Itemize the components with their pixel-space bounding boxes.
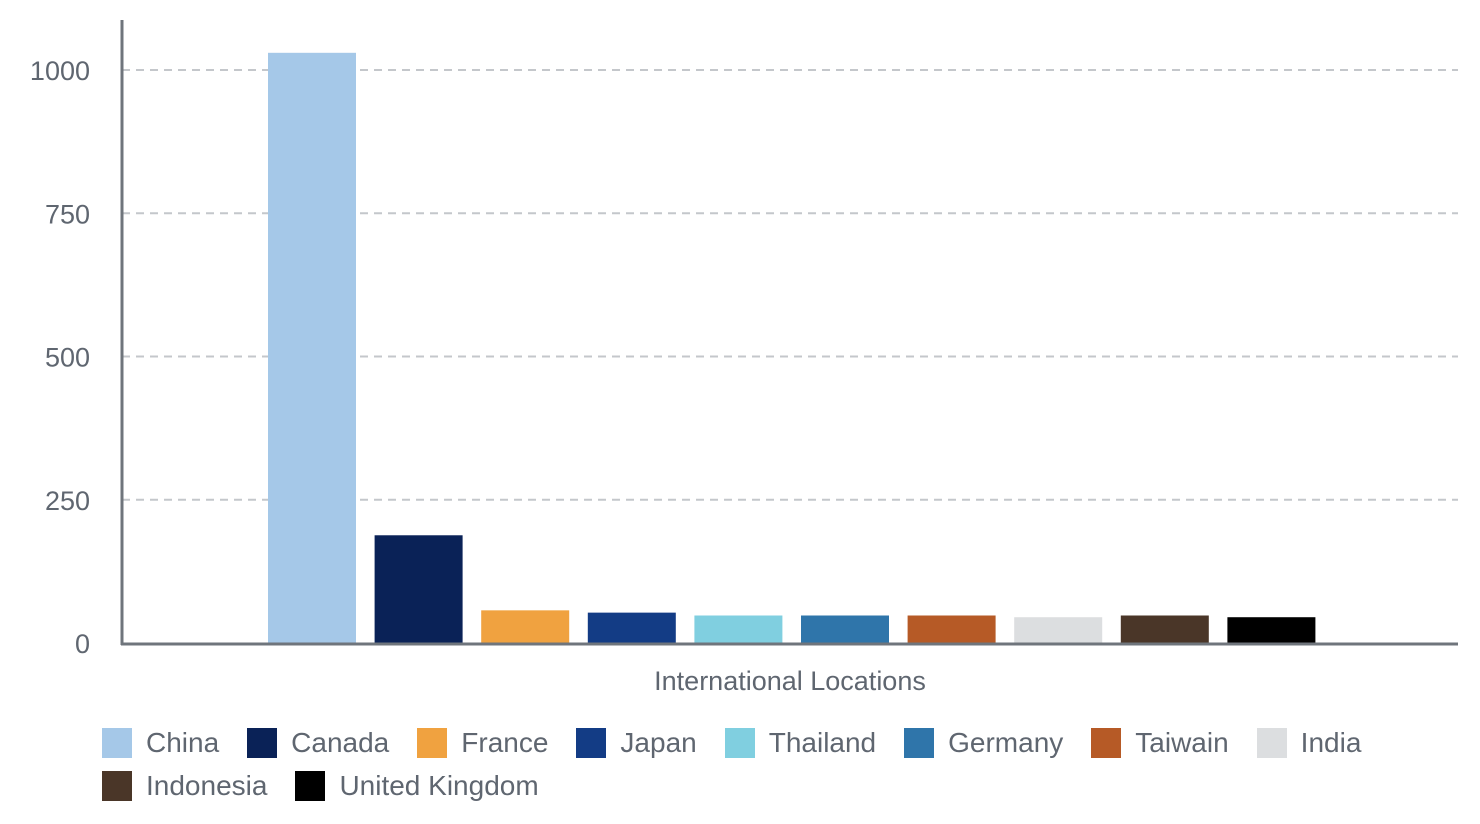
y-tick-label: 1000 <box>30 56 90 86</box>
legend-label: China <box>146 727 220 758</box>
legend: China Canada France Japan Thailand Germany Tai… <box>102 727 1442 801</box>
legend-swatch <box>576 728 607 758</box>
legend-swatch <box>417 728 448 758</box>
legend-label: France <box>461 727 549 758</box>
y-axis-tick-labels: 0 250 500 750 1000 <box>30 56 90 659</box>
legend-swatch <box>247 728 278 758</box>
y-tick-label: 750 <box>45 199 90 229</box>
legend-label: Canada <box>291 727 390 758</box>
x-axis-title: International Locations <box>654 666 926 696</box>
bar-canada <box>374 535 463 643</box>
bar-indonesia <box>1120 615 1209 643</box>
bars <box>268 52 1316 644</box>
legend-label: Taiwain <box>1135 727 1229 758</box>
legend-swatch <box>295 771 326 801</box>
bar-china <box>268 52 356 644</box>
legend-item-indonesia: Indonesia <box>102 770 268 801</box>
legend-item-germany: Germany <box>904 727 1064 758</box>
gridlines <box>122 69 1458 501</box>
bar-taiwain <box>907 615 996 643</box>
legend-label: Thailand <box>768 727 877 758</box>
y-tick-label: 0 <box>75 629 90 659</box>
legend-label: Japan <box>620 727 697 758</box>
bar-japan <box>587 612 676 643</box>
legend-item-canada: Canada <box>247 727 390 758</box>
y-tick-label: 250 <box>45 486 90 516</box>
legend-swatch <box>904 728 935 758</box>
legend-label: United Kingdom <box>339 770 539 801</box>
legend-item-china: China <box>102 727 220 758</box>
bar-germany <box>801 615 889 643</box>
legend-item-france: France <box>417 727 549 758</box>
legend-swatch <box>1256 728 1287 758</box>
legend-swatch <box>1091 728 1122 758</box>
legend-item-taiwain: Taiwain <box>1091 727 1229 758</box>
legend-label: Germany <box>948 727 1064 758</box>
bar-france <box>481 610 570 643</box>
y-tick-label: 500 <box>45 343 90 373</box>
legend-label: Indonesia <box>146 770 268 801</box>
bar-united-kingdom <box>1227 617 1316 643</box>
legend-item-united-kingdom: United Kingdom <box>295 770 539 801</box>
legend-swatch <box>102 771 132 801</box>
bar-thailand <box>694 615 783 643</box>
legend-item-india: India <box>1256 727 1362 758</box>
legend-swatch <box>102 728 132 758</box>
legend-item-japan: Japan <box>576 727 697 758</box>
bar-india <box>1014 617 1103 643</box>
legend-item-thailand: Thailand <box>724 727 877 758</box>
legend-swatch <box>724 728 755 758</box>
legend-label: India <box>1300 727 1362 758</box>
